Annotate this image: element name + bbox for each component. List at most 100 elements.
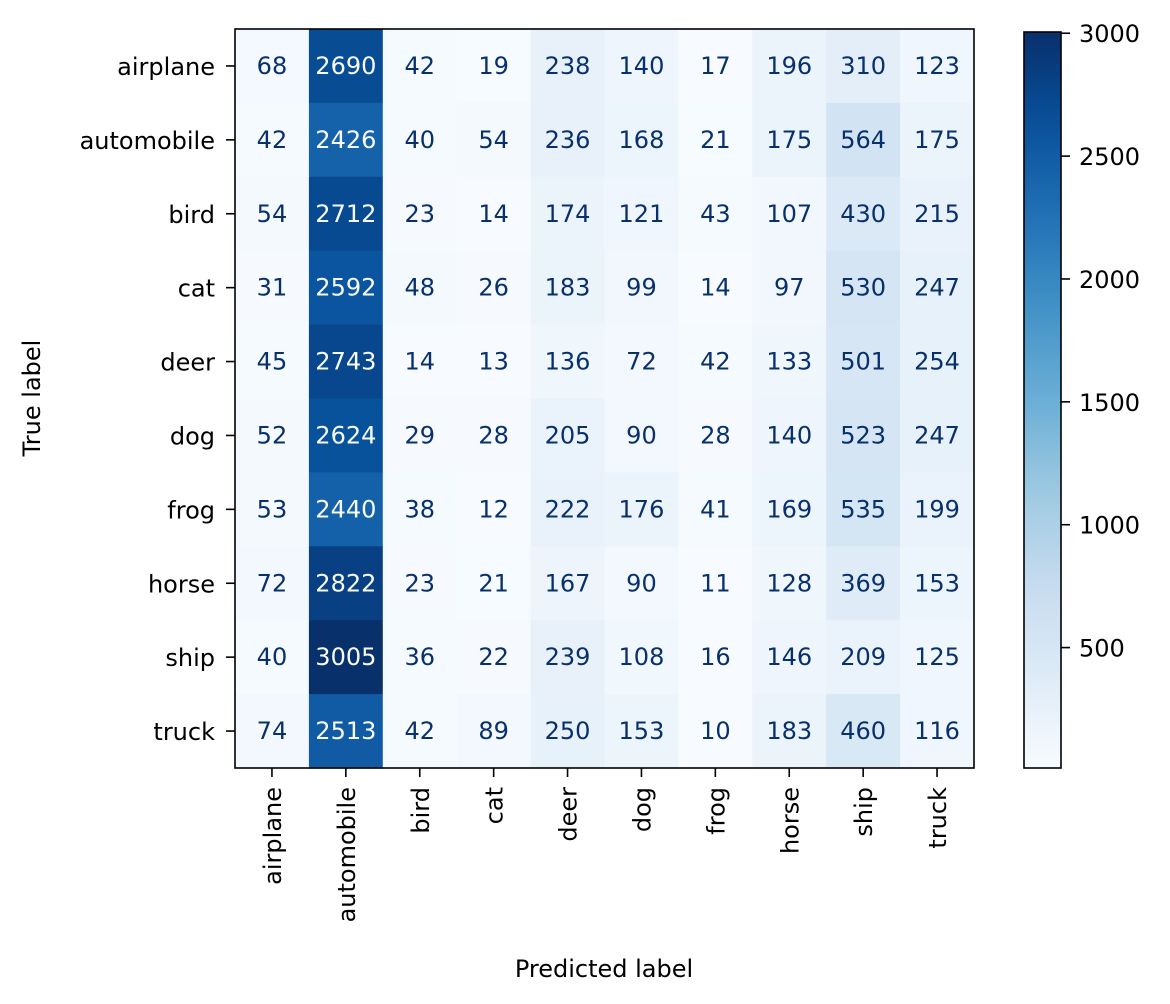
cell-value-label: 116	[914, 717, 960, 745]
heatmap-cell	[752, 176, 827, 252]
heatmap-cell	[900, 546, 975, 621]
cell-value-label: 128	[766, 569, 812, 597]
heatmap-cell	[826, 546, 901, 621]
x-axis-title: Predicted label	[515, 955, 693, 983]
cell-value-label: 12	[478, 495, 509, 523]
heatmap-cell	[382, 620, 458, 695]
heatmap-cell	[530, 324, 606, 400]
cell-value-label: 53	[257, 495, 288, 523]
cell-value-label: 2690	[315, 52, 376, 80]
cell-value-label: 48	[404, 274, 435, 302]
cell-value-label: 175	[766, 126, 812, 154]
cell-value-label: 2592	[315, 274, 376, 302]
cell-value-label: 90	[626, 421, 657, 449]
cell-value-label: 215	[914, 200, 960, 228]
heatmap-cell	[308, 620, 384, 695]
heatmap-cell	[382, 102, 458, 178]
heatmap-cell	[752, 324, 827, 400]
y-tick-label: frog	[167, 496, 215, 524]
heatmap-cell	[456, 176, 532, 252]
heatmap-cell	[900, 324, 975, 400]
cell-value-label: 238	[545, 52, 591, 80]
heatmap-cell	[900, 694, 975, 769]
cell-value-label: 52	[257, 421, 288, 449]
colorbar-ticks: 500 1000 1500 2000 2500 3000	[1061, 20, 1140, 663]
cell-value-label: 72	[257, 569, 288, 597]
cell-value-label: 2440	[315, 495, 376, 523]
cell-value-label: 254	[914, 348, 960, 376]
cell-value-label: 168	[619, 126, 665, 154]
heatmap-cell	[530, 472, 606, 547]
heatmap-cell	[678, 176, 753, 252]
cell-value-label: 501	[840, 348, 886, 376]
heatmap-cell	[382, 324, 458, 400]
cell-value-label: 17	[700, 52, 731, 80]
cell-value-label: 140	[619, 52, 665, 80]
cell-value-label: 146	[766, 643, 812, 671]
x-tick-label: airplane	[259, 787, 287, 885]
cell-value-label: 133	[766, 348, 812, 376]
plot-frame	[234, 28, 975, 769]
cell-value-label: 29	[404, 421, 435, 449]
heatmap-cell	[456, 102, 532, 178]
cell-value-label: 14	[478, 200, 509, 228]
heatmap-cell	[826, 176, 901, 252]
cell-value-label: 97	[774, 274, 805, 302]
cell-value-label: 369	[840, 569, 886, 597]
heatmap-cell	[678, 472, 753, 547]
heatmap-cell	[456, 398, 532, 473]
y-tick-label: automobile	[80, 127, 215, 155]
cell-value-label: 41	[700, 495, 731, 523]
heatmap-cell	[308, 176, 384, 252]
heatmap-cell	[382, 546, 458, 621]
cell-value-label: 90	[626, 569, 657, 597]
colorbar-frame	[1023, 31, 1062, 769]
heatmap-cell	[752, 29, 827, 104]
heatmap-cell	[456, 29, 532, 104]
colorbar-tick-label: 500	[1079, 635, 1125, 663]
cell-value-label: 535	[840, 495, 886, 523]
cell-value-label: 54	[257, 200, 288, 228]
cell-value-label: 54	[478, 126, 509, 154]
heatmap-cell	[678, 694, 753, 769]
heatmap-cell	[752, 398, 827, 473]
cell-value-label: 23	[404, 200, 435, 228]
heatmap-cell	[235, 176, 310, 252]
heatmap-cell	[530, 29, 606, 104]
cell-value-label: 38	[404, 495, 435, 523]
heatmap-cell	[604, 250, 679, 326]
heatmap-cell	[678, 102, 753, 178]
heatmap-cell	[604, 398, 679, 473]
heatmap-cell	[752, 102, 827, 178]
heatmap-cell	[604, 546, 679, 621]
cell-value-label: 45	[257, 348, 288, 376]
y-tick-label: airplane	[117, 53, 215, 81]
x-tick-label: frog	[702, 787, 730, 835]
x-axis-ticks: airplane automobile bird cat deer dog frog hors…	[259, 768, 952, 922]
cell-value-label: 183	[545, 274, 591, 302]
cell-value-label: 68	[257, 52, 288, 80]
cell-value-label: 2712	[315, 200, 376, 228]
heatmap-cell	[604, 176, 679, 252]
heatmap-cell	[826, 694, 901, 769]
cell-value-label: 167	[545, 569, 591, 597]
heatmap-cell	[752, 620, 827, 695]
cell-value-label: 140	[766, 421, 812, 449]
heatmap-cells	[235, 29, 975, 769]
cell-value-label: 11	[700, 569, 731, 597]
cell-value-label: 107	[766, 200, 812, 228]
cell-value-label: 19	[478, 52, 509, 80]
heatmap-cell	[900, 472, 975, 547]
heatmap-cell	[900, 102, 975, 178]
heatmap-cell	[308, 472, 384, 547]
cell-value-label: 99	[626, 274, 657, 302]
heatmap-cell	[604, 324, 679, 400]
y-axis-ticks: airplane automobile bird cat deer dog frog hors…	[80, 53, 235, 746]
x-tick-label: ship	[850, 787, 878, 837]
cell-value-label: 13	[478, 348, 509, 376]
cell-value-label: 36	[404, 643, 435, 671]
cell-value-label: 153	[914, 569, 960, 597]
cell-value-label: 523	[840, 421, 886, 449]
heatmap-cell	[678, 398, 753, 473]
cell-value-label: 21	[700, 126, 731, 154]
